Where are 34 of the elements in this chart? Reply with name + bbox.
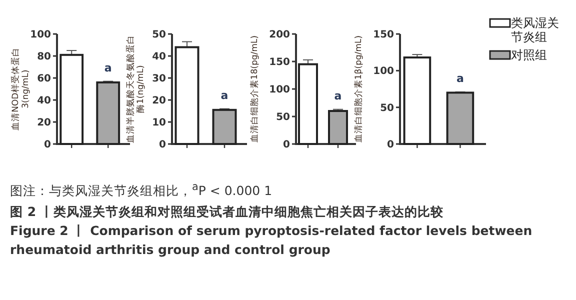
y-tick-label: 200 — [269, 30, 290, 40]
y-tick-label: 10 — [152, 118, 166, 128]
annotation: a — [220, 88, 228, 102]
y-tick-label: 60 — [37, 74, 52, 84]
y-tick-label: 0 — [159, 140, 166, 150]
y-tick-label: 80 — [37, 52, 52, 62]
legend-label: 类风湿关节炎组 — [511, 16, 560, 44]
y-tick-label: 50 — [380, 102, 394, 114]
y-tick-label: 0 — [387, 140, 394, 150]
y-tick-label: 40 — [37, 96, 52, 106]
y-tick-label: 50 — [152, 30, 166, 40]
y-tick-label: 0 — [283, 140, 290, 150]
y-tick-label: 50 — [276, 112, 290, 123]
annotation: a — [104, 61, 112, 74]
text: 图注：与类风湿关节炎组相比，$^{a}$P < 0.000 1 — [10, 180, 274, 200]
caption: Figure 2 丨 Comparison of serum pyroptosis-related factor levels between rheumatoid arthritis group and control group — [10, 222, 534, 260]
y-axis-title: 血清NOD样受体蛋白3(ng/mL) — [11, 46, 31, 132]
y-tick-label: 0 — [44, 140, 52, 150]
legend-label: 对照组 — [511, 48, 548, 62]
y-tick-label: 30 — [152, 74, 166, 84]
y-tick-label: 150 — [269, 57, 290, 68]
annotation: a — [334, 89, 342, 102]
y-tick-label: 100 — [373, 66, 394, 78]
annotation: a — [456, 72, 464, 85]
y-tick-label: 40 — [152, 52, 166, 62]
y-axis-title: 血清半胱氨酸天冬氨酸蛋白酶1(ng/mL) — [126, 34, 146, 144]
y-tick-label: 20 — [37, 118, 52, 128]
caption: 图 2 丨类风湿关节炎组和对照组受试者血清中细胞焦亡相关因子表达的比较 — [10, 203, 444, 222]
y-tick-label: 20 — [152, 96, 166, 106]
y-axis-title: 血清白细胞介素1β(pg/mL) — [354, 34, 365, 144]
y-tick-label: 150 — [373, 30, 394, 40]
y-tick-label: 100 — [269, 84, 290, 96]
y-axis-title: 血清白细胞介素18(pg/mL) — [250, 34, 261, 144]
y-tick-label: 100 — [30, 30, 52, 40]
